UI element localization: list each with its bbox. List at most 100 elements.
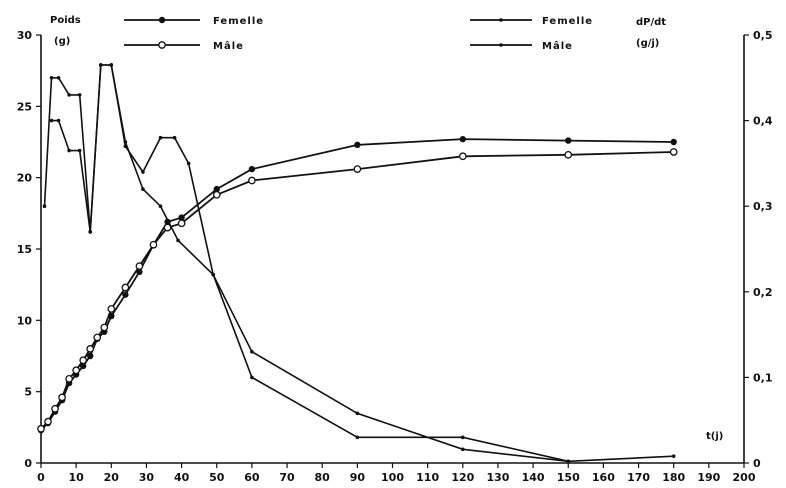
x-tick-label: 90 <box>350 471 366 484</box>
data-point <box>353 165 362 173</box>
y-left-label-line1: Poids <box>50 15 81 26</box>
legend-item-male-rate: Mâle <box>470 40 573 52</box>
y-left-tick-label: 30 <box>17 29 33 42</box>
data-point <box>158 204 163 208</box>
data-point <box>178 214 185 221</box>
data-point <box>37 424 45 433</box>
data-point <box>100 323 109 332</box>
x-tick-label: 20 <box>104 471 120 484</box>
x-tick-label: 0 <box>37 471 45 484</box>
data-point <box>77 93 82 97</box>
y-left-tick-label: 15 <box>17 243 32 256</box>
data-point <box>49 76 54 80</box>
data-point <box>250 375 254 380</box>
data-point <box>461 435 465 440</box>
data-point <box>149 240 158 249</box>
legend-label: Mâle <box>213 40 244 52</box>
series-line <box>51 64 569 463</box>
data-point <box>671 454 676 458</box>
x-tick-label: 10 <box>68 471 84 484</box>
data-point <box>141 170 145 174</box>
y-left-tick-label: 20 <box>17 172 33 185</box>
data-point <box>670 138 677 146</box>
data-point <box>565 137 572 144</box>
data-point <box>564 150 573 159</box>
series-line <box>40 151 674 430</box>
legend-label: Mâle <box>542 40 573 52</box>
x-tick-label: 60 <box>244 471 260 484</box>
data-point <box>212 190 221 199</box>
y-right-tick-label: 0,1 <box>753 371 773 384</box>
data-point <box>67 148 71 153</box>
data-point <box>458 152 467 161</box>
data-point <box>79 362 87 370</box>
data-point <box>122 291 129 298</box>
y-left-tick-label: 0 <box>24 457 32 470</box>
x-tick-label: 120 <box>451 471 474 484</box>
data-point <box>158 135 163 140</box>
legend-marker <box>499 18 503 22</box>
x-tick-label: 100 <box>381 471 404 484</box>
y-right-tick-label: 0,2 <box>753 286 773 299</box>
legend-item-femelle-weight: Femelle <box>124 16 264 27</box>
x-tick-label: 190 <box>697 471 720 484</box>
series-line <box>40 138 674 431</box>
x-tick-label: 150 <box>557 471 580 484</box>
data-point <box>248 176 256 185</box>
data-point <box>459 135 466 143</box>
data-point <box>172 135 177 140</box>
data-point <box>355 435 360 440</box>
x-tick-label: 160 <box>592 471 615 484</box>
data-point <box>176 238 180 243</box>
data-point <box>669 148 678 156</box>
data-point <box>121 283 130 292</box>
x-tick-label: 180 <box>662 471 685 484</box>
legend-label: Femelle <box>542 16 593 27</box>
y-left-tick-label: 5 <box>24 386 32 399</box>
data-point <box>354 141 361 149</box>
y-right-label-line1: dP/dt <box>636 17 666 28</box>
data-point <box>123 140 128 144</box>
y-left-tick-label: 25 <box>17 100 32 113</box>
x-tick-label: 170 <box>627 471 650 484</box>
data-point <box>248 165 256 173</box>
data-point <box>135 262 144 270</box>
series-layer <box>37 63 678 464</box>
data-point <box>141 187 145 191</box>
data-point <box>51 404 59 413</box>
data-point <box>58 393 66 402</box>
data-point <box>86 345 95 353</box>
data-point <box>136 268 143 276</box>
x-tick-label: 40 <box>174 471 190 484</box>
y-right-tick-label: 0,4 <box>753 115 773 128</box>
y-right-tick-label: 0,5 <box>753 29 773 42</box>
x-tick-label: 140 <box>522 471 545 484</box>
x-tick-label: 50 <box>209 471 225 484</box>
series-0 <box>37 135 677 434</box>
y-right-tick-label: 0 <box>753 457 761 470</box>
data-point <box>355 411 360 416</box>
data-point <box>65 374 73 383</box>
axes: 0 10 20 30 40 50 60 70 80 90 100 110 120 130 140 150 160… <box>17 29 773 484</box>
legend-marker <box>499 43 503 47</box>
data-point <box>67 93 71 97</box>
legend-marker <box>158 41 166 49</box>
y-right-label-line2: (g/j) <box>636 38 659 49</box>
data-point <box>79 356 88 365</box>
data-point <box>186 161 191 166</box>
data-point <box>98 63 103 67</box>
x-axis-label: t(j) <box>706 431 723 442</box>
data-point <box>461 447 465 452</box>
legend-label: Femelle <box>213 16 264 27</box>
data-point <box>56 118 61 123</box>
x-tick-label: 70 <box>279 471 295 484</box>
data-point <box>177 219 186 228</box>
y-left-tick-label: 10 <box>17 314 33 327</box>
series-1 <box>37 148 678 433</box>
data-point <box>213 185 220 193</box>
data-point <box>211 272 216 277</box>
legend-item-male-weight: Mâle <box>124 40 244 52</box>
x-tick-label: 110 <box>416 471 439 484</box>
data-point <box>250 349 254 354</box>
